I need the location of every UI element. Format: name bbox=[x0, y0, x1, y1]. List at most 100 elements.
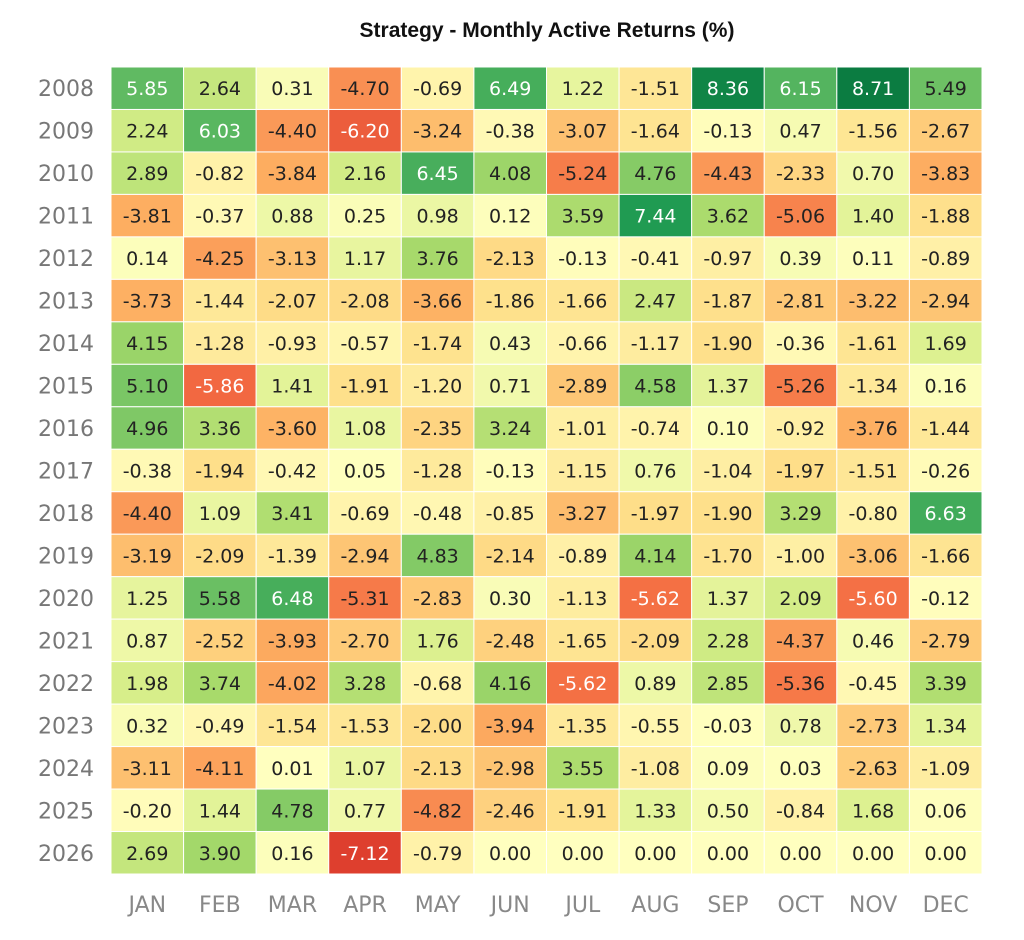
heatmap-cell bbox=[908, 193, 983, 238]
cell-value-label: 6.48 bbox=[271, 588, 313, 610]
heatmap-cell bbox=[908, 576, 983, 620]
heatmap-cell bbox=[328, 491, 402, 535]
cell-value-label: -1.66 bbox=[558, 291, 607, 313]
heatmap-cell bbox=[836, 363, 910, 408]
cell-value-label: -0.93 bbox=[268, 333, 317, 355]
cell-value-label: 4.96 bbox=[126, 418, 168, 440]
cell-value-label: -0.69 bbox=[413, 78, 462, 100]
heatmap-cell bbox=[473, 236, 548, 280]
heatmap-cell bbox=[618, 66, 693, 110]
heatmap-cell bbox=[763, 661, 838, 705]
heatmap-cell bbox=[763, 193, 838, 238]
heatmap-cell bbox=[328, 278, 402, 323]
heatmap-cell bbox=[836, 576, 910, 620]
heatmap-cell bbox=[618, 703, 693, 748]
heatmap-cell bbox=[110, 618, 185, 663]
month-tick-label: JAN bbox=[126, 893, 166, 918]
cell-value-label: 5.10 bbox=[126, 376, 168, 398]
cell-value-label: -0.74 bbox=[631, 418, 680, 440]
cell-value-label: 1.37 bbox=[707, 376, 749, 398]
heatmap-cell bbox=[691, 108, 765, 153]
cell-value-label: 4.78 bbox=[271, 800, 313, 822]
cell-value-label: 3.55 bbox=[562, 758, 604, 780]
cell-value-label: -1.04 bbox=[703, 461, 752, 483]
cell-value-label: 0.01 bbox=[271, 758, 313, 780]
cell-value-label: 0.43 bbox=[489, 333, 531, 355]
heatmap-cell bbox=[908, 278, 983, 323]
heatmap-cells: 5.85 2.64 0.31 -4.70 -0.69 6.49 1.22 -1.51 8.36 6… bbox=[110, 66, 983, 875]
cell-value-label: 4.15 bbox=[126, 333, 168, 355]
cell-value-label: 0.00 bbox=[779, 843, 821, 865]
heatmap-cell bbox=[473, 193, 548, 238]
heatmap-cell bbox=[618, 491, 693, 535]
heatmap-cell bbox=[328, 193, 402, 238]
cell-value-label: 2.69 bbox=[126, 843, 168, 865]
cell-value-label: -3.93 bbox=[268, 630, 317, 652]
heatmap-cell bbox=[618, 788, 693, 833]
cell-value-label: -1.74 bbox=[413, 333, 462, 355]
cell-value-label: 0.47 bbox=[779, 121, 821, 143]
heatmap-cell bbox=[546, 533, 620, 578]
cell-value-label: -1.91 bbox=[558, 800, 607, 822]
cell-value-label: -2.81 bbox=[776, 291, 825, 313]
cell-value-label: -3.24 bbox=[413, 121, 462, 143]
heatmap-cell bbox=[255, 576, 330, 620]
cell-value-label: -3.22 bbox=[849, 291, 898, 313]
cell-value-label: -1.09 bbox=[921, 758, 970, 780]
cell-value-label: 0.78 bbox=[779, 715, 821, 737]
cell-value-label: -1.88 bbox=[921, 206, 970, 228]
cell-value-label: -0.85 bbox=[486, 503, 535, 525]
cell-value-label: 1.33 bbox=[634, 800, 676, 822]
year-tick-label: 2015 bbox=[38, 375, 94, 400]
cell-value-label: -3.81 bbox=[123, 206, 172, 228]
cell-value-label: 0.00 bbox=[925, 843, 967, 865]
year-tick-label: 2008 bbox=[38, 77, 94, 102]
cell-value-label: -0.20 bbox=[123, 800, 172, 822]
heatmap-cell bbox=[400, 363, 475, 408]
heatmap-cell bbox=[183, 406, 257, 450]
heatmap-cell bbox=[763, 66, 838, 110]
cell-value-label: 1.22 bbox=[562, 78, 604, 100]
month-tick-label: AUG bbox=[631, 893, 679, 918]
cell-value-label: 0.50 bbox=[707, 800, 749, 822]
cell-value-label: -2.46 bbox=[486, 800, 535, 822]
heatmap-cell bbox=[255, 533, 330, 578]
cell-value-label: 0.12 bbox=[489, 206, 531, 228]
cell-value-label: -2.09 bbox=[631, 630, 680, 652]
heatmap-cell bbox=[183, 703, 257, 748]
cell-value-label: 6.49 bbox=[489, 78, 531, 100]
heatmap-cell bbox=[400, 448, 475, 493]
heatmap-cell bbox=[546, 151, 620, 195]
cell-value-label: -2.89 bbox=[558, 376, 607, 398]
cell-value-label: -0.89 bbox=[921, 248, 970, 270]
cell-value-label: -4.02 bbox=[268, 673, 317, 695]
heatmap-cell bbox=[110, 703, 185, 748]
cell-value-label: -0.13 bbox=[558, 248, 607, 270]
heatmap-cell bbox=[618, 618, 693, 663]
heatmap-cell bbox=[400, 661, 475, 705]
heatmap-cell bbox=[110, 278, 185, 323]
heatmap-cell bbox=[183, 236, 257, 280]
heatmap-cell bbox=[763, 576, 838, 620]
heatmap-cell bbox=[546, 661, 620, 705]
cell-value-label: 1.68 bbox=[852, 800, 894, 822]
cell-value-label: 4.14 bbox=[634, 545, 676, 567]
cell-value-label: 2.16 bbox=[344, 163, 386, 185]
heatmap-cell bbox=[618, 108, 693, 153]
cell-value-label: -2.13 bbox=[486, 248, 535, 270]
cell-value-label: -0.42 bbox=[268, 461, 317, 483]
heatmap-cell bbox=[908, 746, 983, 790]
cell-value-label: -1.51 bbox=[849, 461, 898, 483]
cell-value-label: -0.97 bbox=[703, 248, 752, 270]
year-tick-label: 2014 bbox=[38, 332, 94, 357]
heatmap-cell bbox=[546, 321, 620, 365]
cell-value-label: 1.17 bbox=[344, 248, 386, 270]
heatmap-cell bbox=[836, 321, 910, 365]
heatmap-cell bbox=[255, 703, 330, 748]
cell-value-label: -1.51 bbox=[631, 78, 680, 100]
cell-value-label: 0.05 bbox=[344, 461, 386, 483]
cell-value-label: -1.44 bbox=[921, 418, 970, 440]
heatmap-cell bbox=[546, 618, 620, 663]
heatmap-cell bbox=[763, 533, 838, 578]
cell-value-label: 0.09 bbox=[707, 758, 749, 780]
